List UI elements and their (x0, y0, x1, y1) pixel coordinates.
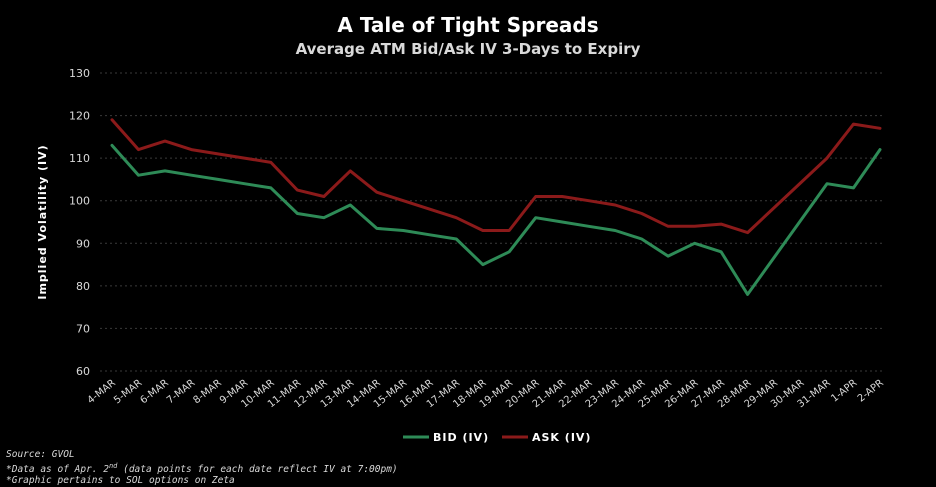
gridlines (100, 72, 884, 372)
y-tick-label: 60 (76, 365, 90, 378)
x-tick-label: 2-APR (856, 378, 886, 405)
legend: BID (IV) ASK (IV) (403, 431, 591, 444)
chart-title: A Tale of Tight Spreads (337, 13, 598, 37)
graphic-note: *Graphic pertains to SOL options on Zeta (6, 475, 235, 487)
y-tick-label: 110 (69, 152, 90, 165)
legend-label: ASK (IV) (532, 431, 591, 444)
x-tick-label: 6-MAR (139, 378, 171, 407)
data-note: *Data as of Apr. 2nd (data points for ea… (6, 461, 398, 476)
y-tick-label: 120 (69, 110, 90, 123)
x-tick-label: 1-APR (829, 378, 859, 405)
y-tick-label: 90 (76, 237, 90, 250)
x-tick-label: 8-MAR (191, 378, 223, 407)
legend-label: BID (IV) (433, 431, 489, 444)
data-note-suffix: (data points for each date reflect IV at… (117, 463, 398, 475)
x-tick-label: 4-MAR (86, 378, 118, 407)
x-tick-label: 5-MAR (112, 378, 144, 407)
footnotes: Source: GVOL *Data as of Apr. 2nd (data … (6, 449, 398, 487)
line-chart: A Tale of Tight Spreads Average ATM Bid/… (36, 13, 886, 444)
x-axis-ticks: 4-MAR5-MAR6-MAR7-MAR8-MAR9-MAR10-MAR11-M… (86, 378, 886, 411)
y-tick-label: 100 (69, 195, 90, 208)
source-note: Source: GVOL (6, 449, 75, 460)
y-axis-label: Implied Volatility (IV) (36, 144, 49, 299)
y-tick-label: 70 (76, 322, 90, 335)
series-line-bid (110, 143, 882, 296)
chart-subtitle: Average ATM Bid/Ask IV 3-Days to Expiry (296, 40, 641, 58)
data-note-superscript: nd (108, 461, 118, 470)
y-tick-label: 130 (69, 67, 90, 80)
x-tick-label: 7-MAR (165, 378, 197, 407)
data-note-prefix: *Data as of Apr. 2 (6, 463, 109, 475)
y-tick-label: 80 (76, 280, 90, 293)
series-line-ask (110, 118, 882, 235)
y-axis-ticks: 60 70 80 90 100 110 120 130 (69, 67, 90, 378)
series-lines (110, 118, 882, 296)
